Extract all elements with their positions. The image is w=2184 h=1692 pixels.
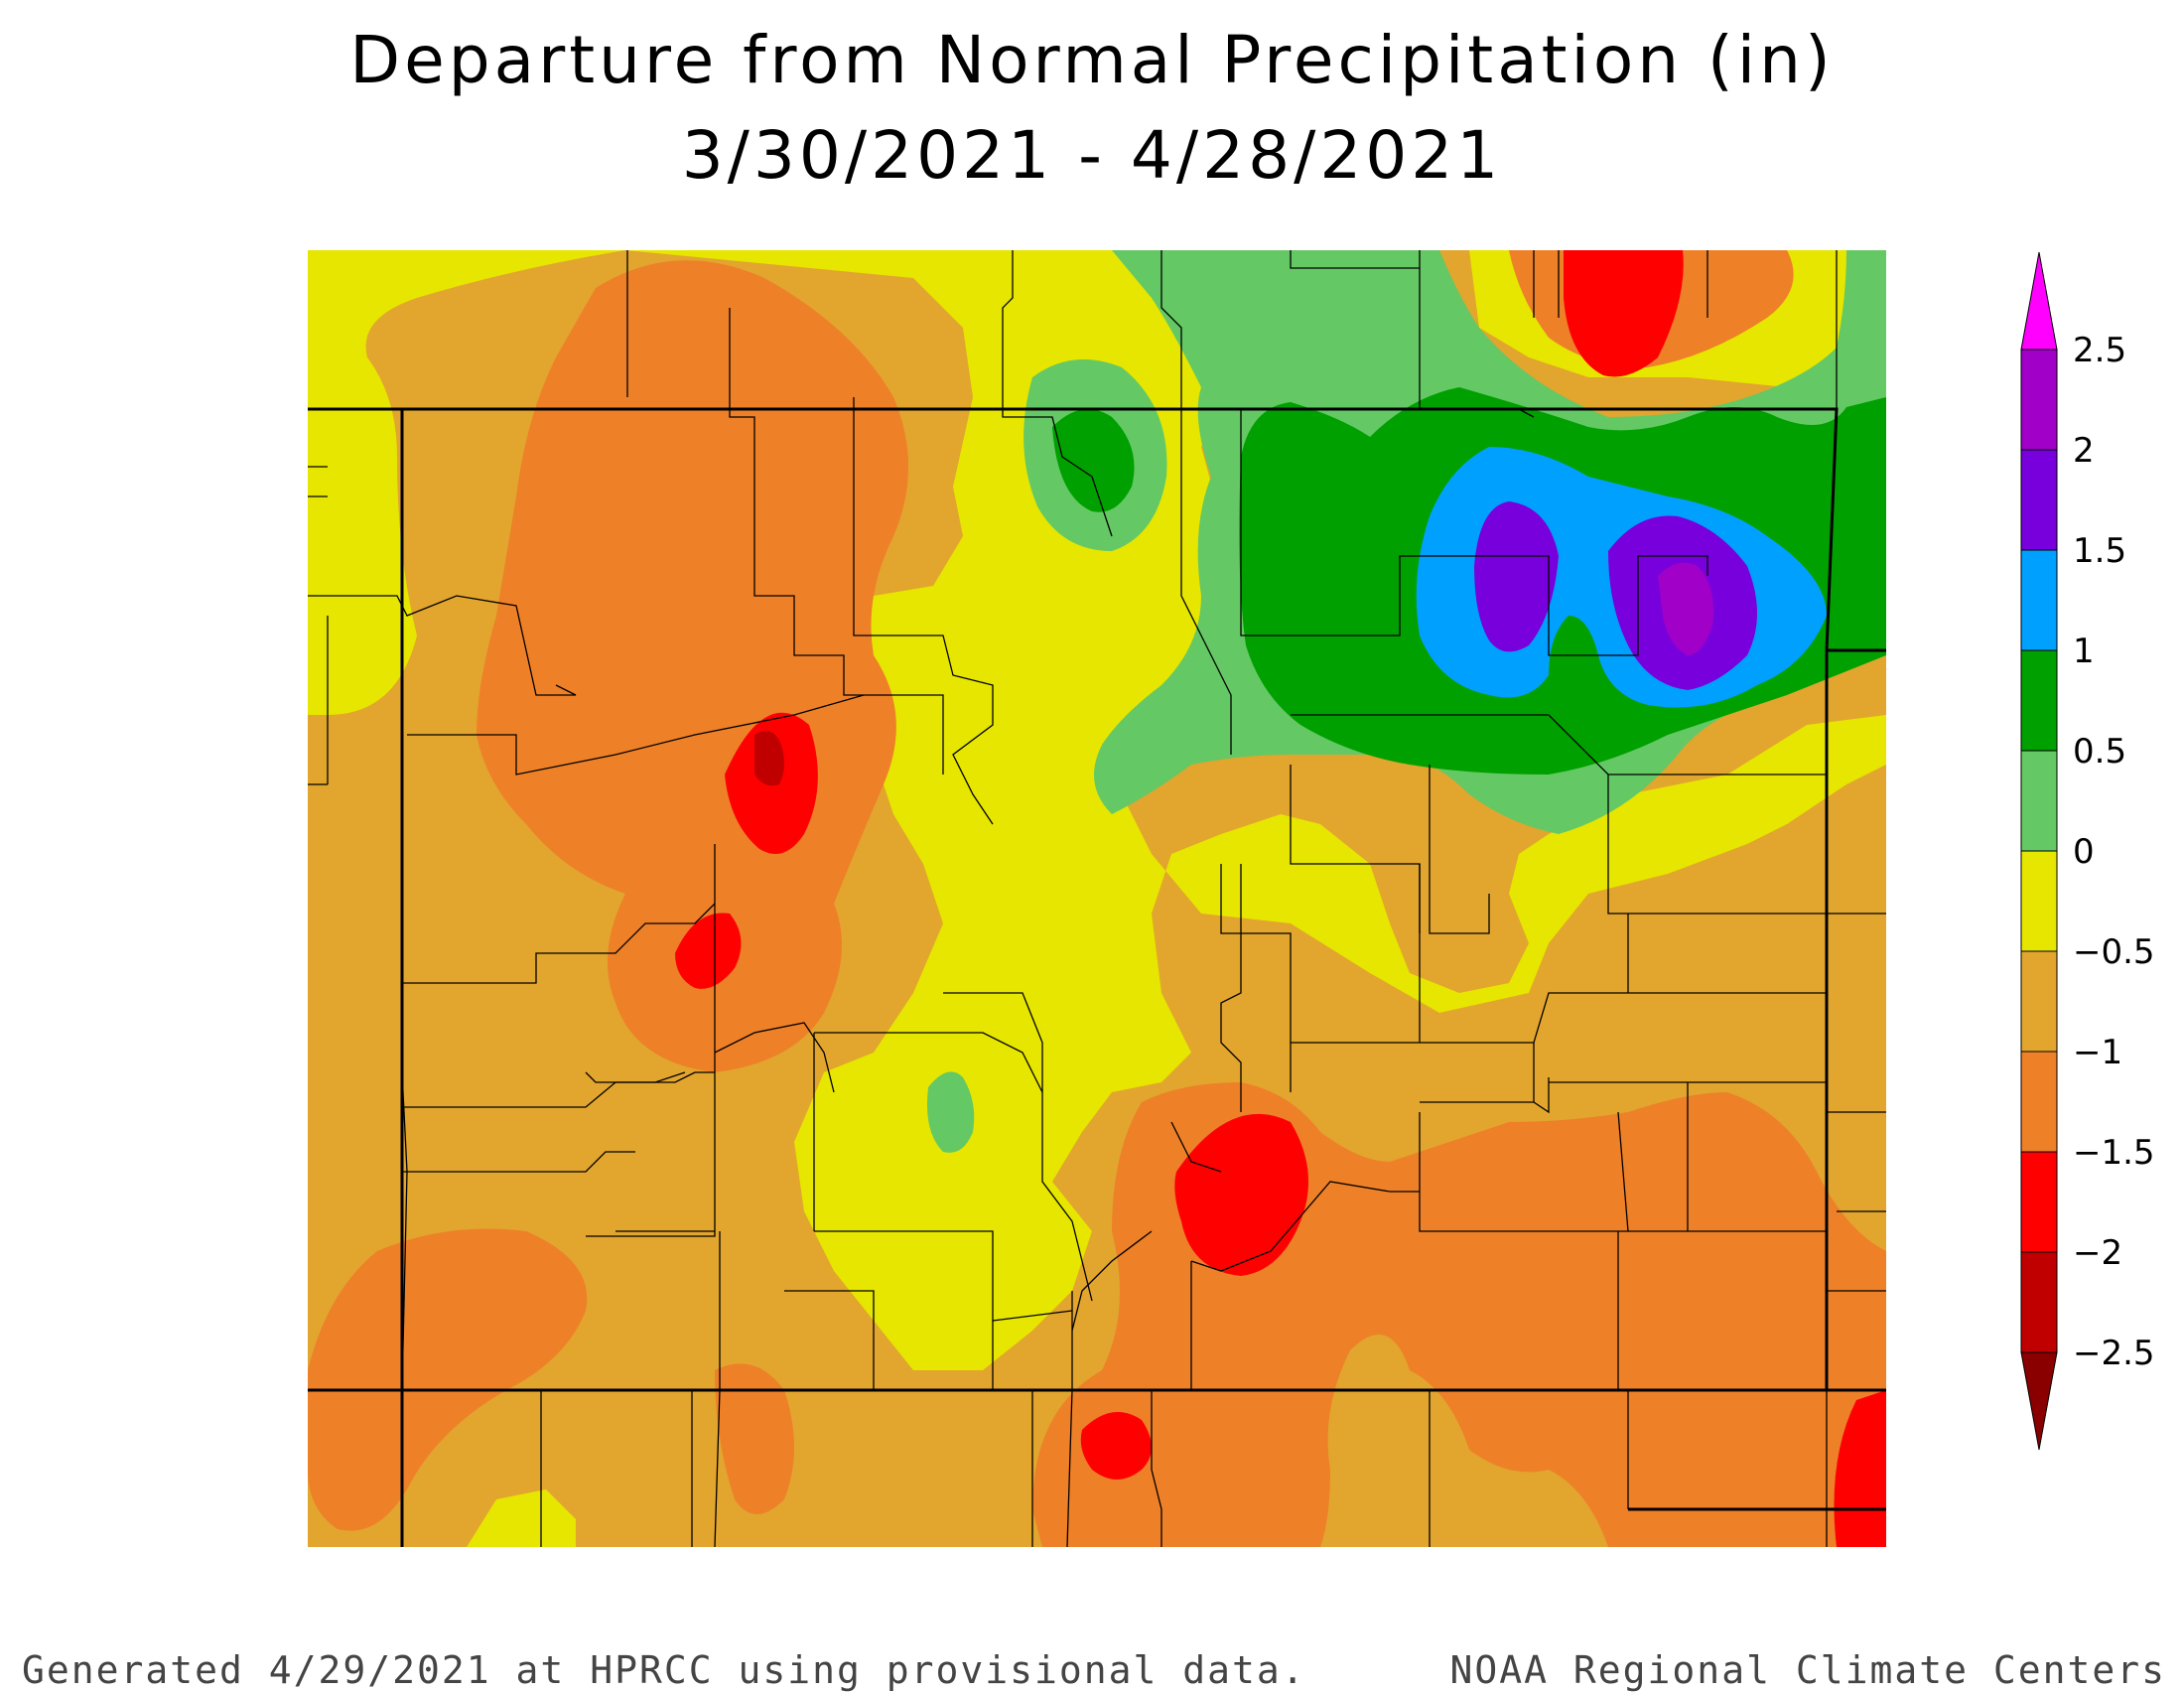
colorbar-label-3: 1.5 bbox=[2073, 531, 2126, 571]
contour-orange-southwest bbox=[308, 1228, 588, 1531]
colorbar-label-1: 2.5 bbox=[2073, 331, 2126, 370]
colorbar-top-arrow bbox=[2020, 251, 2058, 351]
colorbar-label-4: 1 bbox=[2073, 632, 2095, 671]
contour-yellow-northwest bbox=[308, 250, 625, 715]
contour-orange-west bbox=[477, 260, 908, 1072]
contour-red-south-center bbox=[1174, 1113, 1308, 1276]
contour-magenta-east bbox=[1658, 562, 1713, 655]
contour-green-north-small bbox=[1052, 409, 1135, 512]
footer-generated-note: Generated 4/29/2021 at HPRCC using provi… bbox=[22, 1648, 1306, 1692]
colorbar-band-2-2.5 bbox=[2020, 349, 2058, 451]
colorbar-label-8: −1 bbox=[2073, 1033, 2122, 1072]
colorbar-label-5: 0.5 bbox=[2073, 732, 2126, 772]
colorbar-label-11: −2.5 bbox=[2073, 1334, 2155, 1373]
contour-purple-west bbox=[1474, 501, 1559, 652]
colorbar-bottom-arrow bbox=[2020, 1351, 2058, 1451]
colorbar-band-0-0.5 bbox=[2020, 750, 2058, 852]
colorbar: 2.5 2 1.5 1 0.5 0 −0.5 −1 −1.5 −2 −2.5 bbox=[2020, 251, 2155, 1451]
colorbar-band-neg1-neg0.5 bbox=[2020, 950, 2058, 1053]
contour-red-west-2 bbox=[675, 913, 742, 989]
colorbar-band-neg2-neg1.5 bbox=[2020, 1151, 2058, 1253]
footer-attribution: NOAA Regional Climate Centers bbox=[1449, 1648, 2166, 1692]
colorbar-band-neg1.5-neg1 bbox=[2020, 1051, 2058, 1153]
map-date-range: 3/30/2021 - 4/28/2021 bbox=[681, 117, 1503, 194]
colorbar-label-2: 2 bbox=[2073, 431, 2095, 471]
contour-yellow-southwest bbox=[467, 1489, 576, 1547]
map-title: Departure from Normal Precipitation (in) bbox=[349, 22, 1835, 98]
contour-red-north bbox=[1564, 250, 1684, 377]
contour-orange-south-center bbox=[715, 1363, 794, 1514]
state-borders bbox=[308, 407, 1886, 1547]
colorbar-band-neg0.5-0 bbox=[2020, 850, 2058, 952]
contour-red-south bbox=[1080, 1412, 1152, 1480]
contour-darkred-west bbox=[754, 731, 784, 786]
colorbar-label-6: 0 bbox=[2073, 832, 2095, 872]
colorbar-label-9: −1.5 bbox=[2073, 1133, 2155, 1173]
colorbar-band-1-1.5 bbox=[2020, 549, 2058, 651]
contour-lightgreen-south bbox=[927, 1071, 975, 1153]
colorbar-label-7: −0.5 bbox=[2073, 932, 2155, 972]
colorbar-label-10: −2 bbox=[2073, 1233, 2122, 1273]
colorbar-band-0.5-1 bbox=[2020, 649, 2058, 752]
colorbar-band-neg2.5-neg2 bbox=[2020, 1251, 2058, 1353]
colorbar-band-1.5-2 bbox=[2020, 449, 2058, 551]
precipitation-contours bbox=[308, 250, 1886, 1547]
